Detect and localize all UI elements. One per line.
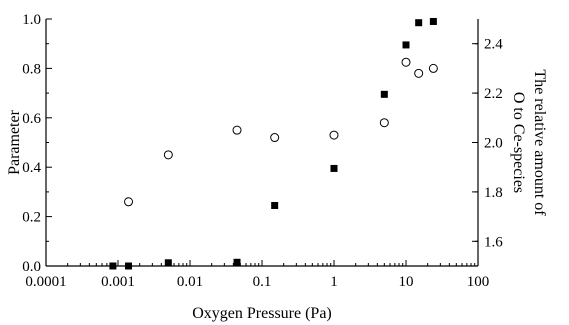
x-tick-label: 0.1 [253, 274, 272, 290]
circle-marker [428, 63, 438, 73]
y-tick-label: 0.0 [22, 259, 41, 275]
x-tick-label: 0.0001 [25, 274, 66, 290]
y2-tick-label: 2.4 [484, 37, 503, 53]
y-axis-title: Parameter [6, 109, 23, 175]
x-tick-label: 1 [330, 274, 338, 290]
square-marker [380, 90, 388, 98]
y2-tick-label: 1.6 [484, 234, 503, 250]
x-tick-label: 10 [399, 274, 414, 290]
circle-marker [124, 197, 134, 207]
y2-tick-label: 1.8 [484, 185, 503, 201]
square-marker [109, 262, 117, 270]
square-marker [330, 164, 338, 172]
square-marker [233, 258, 241, 266]
y-tick-label: 0.8 [22, 61, 41, 77]
square-marker [164, 259, 172, 267]
x-tick-label: 0.001 [101, 274, 135, 290]
data-marks [109, 17, 438, 270]
x-tick-label: 100 [467, 274, 490, 290]
ticks: 0.0001 0.001 0.01 0.1 1 10 100 0.0 0.2 0.4 0.6 0.8 1… [22, 12, 503, 290]
y2-axis-title-line-1: The relative amount of [531, 69, 548, 216]
circle-marker [163, 150, 173, 160]
circle-marker [329, 130, 339, 140]
y2-axis-title-line-2: O to Ce-species [510, 92, 527, 193]
y-tick-label: 1.0 [22, 12, 41, 28]
circle-marker [379, 118, 389, 128]
y-tick-label: 0.4 [22, 160, 41, 176]
circle-marker [401, 57, 411, 67]
square-marker [429, 17, 437, 25]
axes [45, 19, 479, 267]
square-marker [402, 41, 410, 49]
square-marker [271, 201, 279, 209]
square-marker [415, 19, 423, 27]
square-marker [125, 262, 133, 270]
circle-marker [270, 133, 280, 143]
x-axis-title: Oxygen Pressure (Pa) [192, 305, 332, 322]
y-tick-label: 0.6 [22, 111, 41, 127]
y2-tick-label: 2.0 [484, 136, 503, 152]
circle-marker [414, 68, 424, 78]
y2-tick-label: 2.2 [484, 86, 503, 102]
x-tick-label: 0.01 [177, 274, 203, 290]
y-tick-label: 0.2 [22, 210, 41, 226]
circle-marker [232, 125, 242, 135]
